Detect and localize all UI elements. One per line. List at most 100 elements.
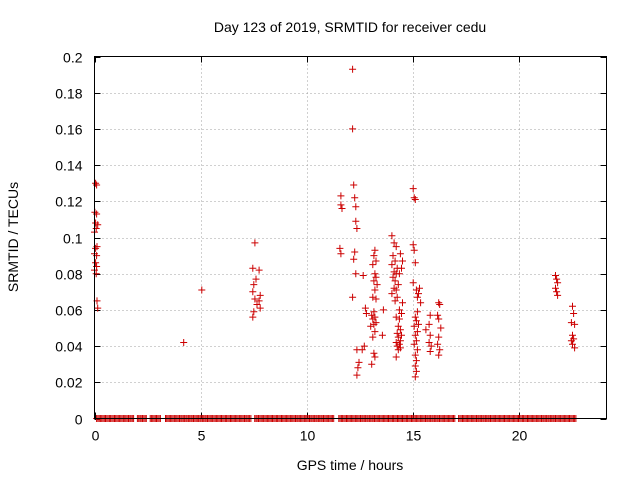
data-point [395, 315, 403, 323]
data-point [435, 351, 443, 359]
data-point [553, 275, 561, 283]
data-point [351, 248, 359, 256]
data-point [571, 344, 579, 352]
data-point [372, 257, 380, 265]
y-tick-label: 0.18 [55, 86, 82, 102]
data-point [413, 328, 421, 336]
data-point [389, 252, 397, 260]
data-point [352, 203, 360, 211]
data-point [436, 301, 444, 308]
data-point [411, 373, 419, 381]
data-point [570, 310, 578, 317]
data-point [92, 225, 100, 232]
data-point [355, 358, 363, 366]
data-point [249, 288, 257, 296]
data-point [352, 270, 360, 278]
data-point [392, 339, 400, 346]
data-point [255, 266, 263, 274]
data-point [352, 217, 360, 225]
y-tick-label: 0.14 [55, 158, 82, 174]
y-tick-label: 0 [75, 412, 83, 428]
data-point [391, 257, 399, 265]
y-tick-label: 0.04 [55, 339, 82, 355]
data-point [256, 304, 264, 312]
data-point [337, 201, 345, 209]
data-point [396, 250, 404, 258]
data-point [410, 340, 418, 348]
data-point [249, 313, 257, 321]
data-point [367, 322, 375, 330]
data-point [409, 279, 417, 287]
y-axis-label: SRMTID / TECUs [5, 182, 21, 292]
y-tick-label: 0.06 [55, 303, 82, 319]
data-point [389, 273, 397, 281]
data-point [370, 252, 378, 260]
data-point [426, 311, 434, 319]
data-point [349, 293, 357, 301]
data-point [409, 241, 417, 249]
data-point [410, 246, 418, 254]
data-point [371, 328, 379, 336]
data-point [371, 286, 379, 294]
data-point [422, 326, 430, 334]
y-tick-label: 0.02 [55, 375, 82, 391]
data-point [412, 286, 420, 294]
x-tick-label: 5 [198, 428, 206, 444]
data-point [392, 286, 400, 294]
y-tick-label: 0.12 [55, 194, 82, 210]
data-point [180, 339, 188, 346]
data-point [92, 244, 100, 252]
data-point [337, 250, 345, 258]
x-tick-label: 20 [512, 428, 528, 444]
data-point [569, 331, 576, 339]
data-point [412, 357, 420, 365]
data-point [398, 264, 405, 272]
data-point [371, 246, 379, 254]
data-point [372, 295, 380, 303]
data-point [369, 261, 377, 269]
y-axis-ticks: 0 0.02 0.04 0.06 0.08 0.1 0.12 0.14 0.16 0.18 0.2 [55, 50, 607, 428]
data-point [353, 225, 361, 232]
data-point [552, 272, 559, 279]
data-point [392, 243, 400, 251]
data-point [251, 295, 259, 303]
data-point [436, 346, 444, 354]
data-point [413, 293, 421, 301]
data-point [412, 337, 420, 345]
x-axis-ticks: 0 5 10 15 20 [92, 56, 528, 444]
data-point [395, 270, 403, 278]
data-point [425, 320, 433, 328]
data-point [92, 270, 100, 278]
data-point [434, 340, 442, 348]
data-point [435, 299, 443, 307]
data-point [410, 194, 418, 202]
y-tick-label: 0.16 [55, 122, 82, 138]
data-point [393, 342, 401, 350]
data-point [571, 320, 579, 328]
data-point [437, 324, 445, 332]
data-point [354, 364, 362, 372]
plot-frame [94, 56, 607, 419]
data-point [92, 179, 100, 187]
data-point [569, 340, 576, 348]
data-point [411, 351, 419, 359]
data-point [415, 290, 422, 298]
data-point [409, 185, 417, 193]
data-point [249, 264, 257, 272]
data-point [349, 65, 357, 73]
data-point [554, 279, 562, 287]
data-point [338, 205, 346, 212]
data-point [569, 302, 576, 310]
data-point [94, 221, 102, 229]
data-point [411, 331, 419, 339]
data-point [351, 194, 359, 202]
data-point [198, 286, 206, 294]
data-point [370, 308, 378, 316]
data-point [553, 288, 561, 296]
data-point [371, 270, 379, 278]
data-point [411, 362, 419, 370]
data-point [250, 308, 258, 316]
data-point [396, 337, 404, 345]
data-point [369, 333, 377, 341]
